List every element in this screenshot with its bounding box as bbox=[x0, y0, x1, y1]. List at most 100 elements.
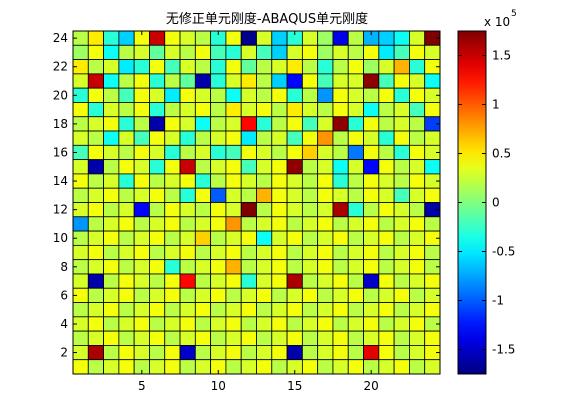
heatmap-cell bbox=[225, 44, 242, 60]
heatmap-cell bbox=[194, 244, 212, 261]
heatmap-cell bbox=[332, 287, 349, 303]
heatmap-cell bbox=[301, 230, 319, 246]
heatmap-cell bbox=[194, 144, 212, 161]
heatmap-cell bbox=[424, 187, 441, 203]
axes-frame bbox=[72, 30, 441, 375]
heatmap-cell bbox=[347, 244, 364, 261]
heatmap-cell bbox=[317, 130, 334, 146]
heatmap-cell bbox=[87, 159, 104, 175]
heatmap-cell bbox=[194, 287, 212, 303]
heatmap-cell bbox=[393, 202, 410, 218]
heatmap-cell bbox=[240, 287, 257, 303]
colorbar-tick-label: 0 bbox=[492, 196, 500, 210]
heatmap-cell bbox=[378, 116, 395, 132]
heatmap-cell bbox=[87, 59, 104, 75]
heatmap-cell bbox=[164, 359, 181, 375]
heatmap-cell bbox=[256, 259, 273, 275]
heatmap-cell bbox=[317, 202, 334, 218]
heatmap-cell bbox=[271, 316, 288, 332]
heatmap-cell bbox=[378, 159, 395, 175]
heatmap-cell bbox=[118, 73, 135, 89]
heatmap-cell bbox=[210, 287, 227, 303]
heatmap-cell bbox=[271, 244, 288, 261]
heatmap-cell bbox=[240, 30, 257, 46]
heatmap-cell bbox=[301, 87, 319, 103]
heatmap-cell bbox=[118, 259, 135, 275]
heatmap-cell bbox=[347, 259, 364, 275]
heatmap-cell bbox=[301, 144, 319, 161]
heatmap-cell bbox=[103, 73, 120, 89]
heatmap-cell bbox=[332, 244, 349, 261]
heatmap-cell bbox=[103, 259, 120, 275]
heatmap-cell bbox=[240, 173, 257, 189]
heatmap-cell bbox=[133, 244, 150, 261]
heatmap-cell bbox=[286, 87, 303, 103]
heatmap-cell bbox=[194, 30, 212, 46]
heatmap-cell bbox=[149, 230, 166, 246]
heatmap-cell bbox=[271, 44, 288, 60]
heatmap-cell bbox=[194, 330, 212, 346]
heatmap-cell bbox=[378, 144, 395, 161]
colorbar-tick-label: -0.5 bbox=[492, 245, 515, 259]
heatmap-cell bbox=[103, 59, 120, 75]
heatmap-cell bbox=[225, 345, 242, 361]
heatmap-cell bbox=[271, 102, 288, 118]
heatmap-cell bbox=[363, 73, 380, 89]
heatmap-cell bbox=[103, 287, 120, 303]
y-tick-label: 18 bbox=[53, 117, 68, 131]
heatmap-cell bbox=[409, 302, 426, 318]
heatmap-cell bbox=[363, 59, 380, 75]
heatmap-cell bbox=[194, 59, 212, 75]
heatmap-cell bbox=[118, 130, 135, 146]
heatmap-cell bbox=[256, 130, 273, 146]
heatmap-cell bbox=[240, 102, 257, 118]
heatmap-cell bbox=[409, 59, 426, 75]
heatmap-cell bbox=[72, 244, 89, 261]
heatmap-cell bbox=[301, 216, 319, 232]
heatmap-cell bbox=[347, 202, 364, 218]
heatmap-cell bbox=[118, 287, 135, 303]
heatmap-cell bbox=[409, 187, 426, 203]
heatmap-cell bbox=[210, 302, 227, 318]
heatmap-cell bbox=[103, 330, 120, 346]
heatmap-cell bbox=[103, 316, 120, 332]
heatmap-cell bbox=[149, 330, 166, 346]
heatmap-cell bbox=[118, 202, 135, 218]
heatmap-cell bbox=[194, 87, 212, 103]
heatmap-cell bbox=[393, 230, 410, 246]
heatmap-cell bbox=[194, 130, 212, 146]
heatmap-cell bbox=[363, 173, 380, 189]
heatmap-cell bbox=[378, 187, 395, 203]
heatmap-cell bbox=[210, 44, 227, 60]
heatmap-cell bbox=[210, 316, 227, 332]
colorbar bbox=[457, 30, 487, 375]
heatmap-cell bbox=[164, 330, 181, 346]
heatmap-cell bbox=[363, 87, 380, 103]
heatmap-cell bbox=[179, 345, 196, 361]
heatmap-cell bbox=[363, 302, 380, 318]
heatmap-cell bbox=[317, 287, 334, 303]
heatmap-cell bbox=[347, 302, 364, 318]
heatmap-cell bbox=[133, 130, 150, 146]
heatmap-cell bbox=[409, 345, 426, 361]
heatmap-cell bbox=[133, 230, 150, 246]
heatmap-cell bbox=[347, 273, 364, 289]
heatmap-cell bbox=[133, 287, 150, 303]
heatmap-cell bbox=[301, 316, 319, 332]
heatmap-cell bbox=[87, 287, 104, 303]
heatmap-cell bbox=[286, 316, 303, 332]
heatmap-cell bbox=[256, 330, 273, 346]
heatmap-cell bbox=[286, 144, 303, 161]
heatmap-cell bbox=[149, 44, 166, 60]
heatmap-cell bbox=[210, 130, 227, 146]
heatmap-cell bbox=[103, 144, 120, 161]
heatmap-cell bbox=[149, 359, 166, 375]
heatmap-cell bbox=[393, 102, 410, 118]
y-tick-label: 14 bbox=[53, 174, 68, 188]
heatmap-cell bbox=[286, 44, 303, 60]
heatmap-cell bbox=[194, 316, 212, 332]
heatmap-cell bbox=[347, 230, 364, 246]
heatmap-cell bbox=[363, 187, 380, 203]
heatmap-cell bbox=[149, 345, 166, 361]
heatmap-cell bbox=[87, 87, 104, 103]
